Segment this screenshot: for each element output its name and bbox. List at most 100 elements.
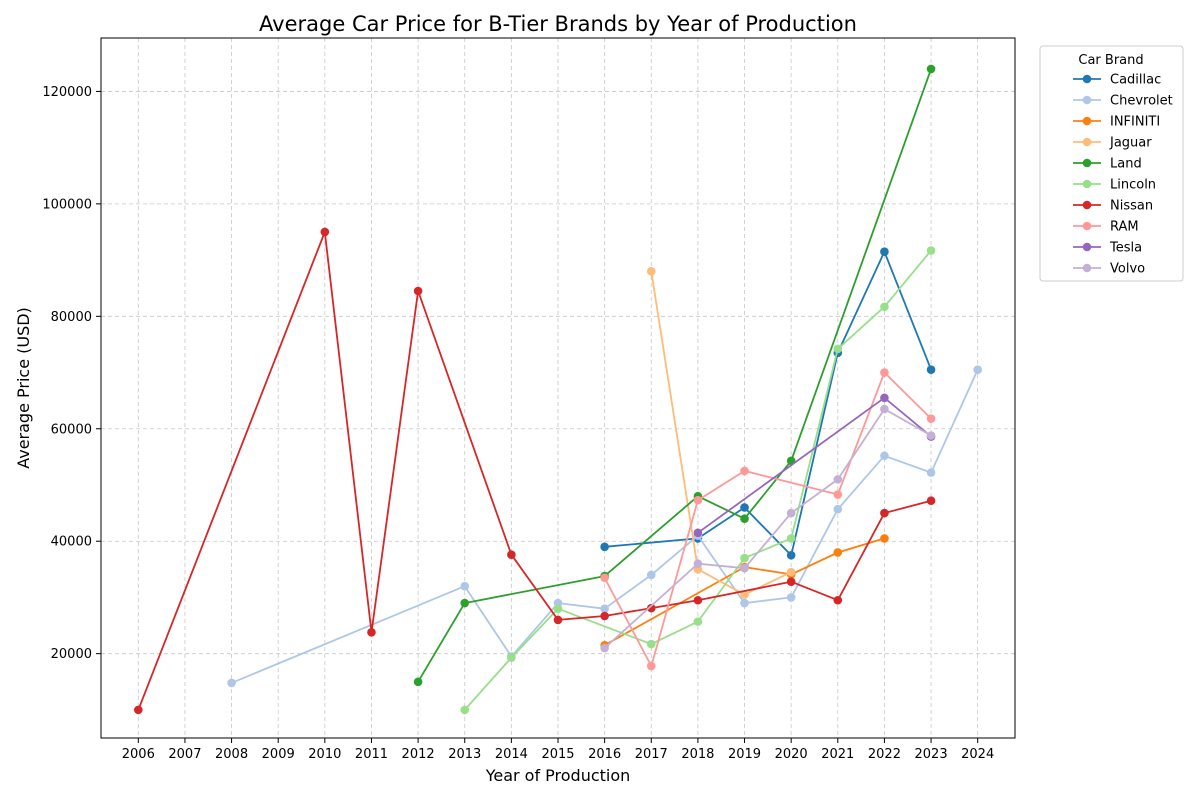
legend-label: INFINITI — [1110, 115, 1160, 130]
x-tick-label: 2007 — [168, 747, 201, 762]
data-point — [646, 661, 656, 671]
series-ram — [600, 368, 936, 671]
data-point — [693, 559, 703, 569]
legend-marker — [1082, 158, 1092, 168]
data-point — [926, 365, 936, 375]
x-tick-label: 2023 — [915, 747, 948, 762]
data-point — [507, 550, 516, 560]
data-point — [786, 577, 796, 586]
data-point — [926, 496, 936, 506]
series-volvo — [600, 404, 936, 653]
legend-item: Tesla — [1073, 241, 1142, 256]
x-axis-label: Year of Production — [485, 766, 631, 785]
data-point — [880, 393, 889, 403]
data-point — [926, 246, 936, 255]
x-tick-label: 2013 — [448, 747, 481, 762]
data-point — [646, 267, 656, 276]
legend-marker — [1082, 242, 1092, 252]
legend-marker — [1082, 221, 1092, 231]
legend-item: Land — [1073, 157, 1142, 172]
x-tick-label: 2019 — [728, 747, 761, 762]
data-point — [460, 581, 470, 591]
data-point — [600, 604, 609, 613]
data-point — [134, 705, 143, 715]
data-point — [693, 617, 703, 626]
data-point — [740, 590, 749, 599]
y-tick-label: 80000 — [51, 310, 92, 325]
x-tick-label: 2006 — [122, 747, 155, 762]
data-point — [600, 611, 609, 621]
data-point — [693, 528, 703, 538]
data-point — [880, 451, 889, 461]
data-point — [833, 504, 843, 514]
ticks-layer: 2006 2007 2008 2009 2010 2011 2012 2013 2014 2015… — [42, 85, 994, 762]
data-point — [600, 573, 609, 583]
legend-marker — [1082, 137, 1092, 147]
x-tick-label: 2014 — [495, 747, 528, 762]
x-tick-label: 2018 — [681, 747, 714, 762]
legend-marker — [1082, 116, 1092, 126]
data-point — [880, 247, 889, 256]
data-point — [833, 595, 843, 605]
data-point — [693, 495, 703, 505]
data-point — [973, 365, 982, 375]
legend-item: INFINITI — [1073, 115, 1160, 130]
data-point — [646, 639, 656, 649]
x-tick-label: 2012 — [402, 747, 435, 762]
x-tick-label: 2009 — [262, 747, 295, 762]
data-point — [833, 475, 843, 484]
data-point — [600, 643, 609, 653]
legend-label: Volvo — [1110, 262, 1145, 277]
data-point — [507, 653, 516, 662]
series-tesla — [693, 393, 936, 538]
data-point — [833, 548, 843, 557]
legend-label: Nissan — [1110, 199, 1153, 214]
data-point — [600, 542, 609, 552]
data-point — [786, 534, 796, 543]
data-point — [786, 508, 796, 518]
y-tick-label: 120000 — [42, 85, 92, 100]
data-point — [833, 344, 843, 354]
x-tick-label: 2024 — [961, 747, 994, 762]
data-point — [413, 677, 423, 687]
data-point — [740, 503, 749, 512]
x-tick-label: 2015 — [541, 747, 574, 762]
data-point — [553, 615, 563, 625]
x-tick-label: 2020 — [775, 747, 808, 762]
legend-label: Jaguar — [1109, 136, 1152, 151]
data-point — [880, 368, 889, 377]
x-tick-label: 2008 — [215, 747, 248, 762]
data-point — [227, 678, 236, 688]
y-tick-label: 40000 — [51, 535, 92, 550]
data-point — [880, 534, 889, 543]
data-point — [320, 227, 330, 237]
legend: Car Brand Cadillac Chevrolet INFINITI Jagua… — [1039, 45, 1184, 282]
data-point — [740, 466, 749, 476]
data-point — [413, 286, 423, 296]
legend-label: Land — [1110, 157, 1142, 172]
x-tick-label: 2021 — [821, 747, 854, 762]
legend-label: Chevrolet — [1110, 94, 1173, 109]
data-point — [786, 550, 796, 560]
legend-item: Nissan — [1073, 199, 1153, 214]
x-tick-label: 2010 — [308, 747, 341, 762]
data-point — [646, 603, 656, 613]
legend-title: Car Brand — [1078, 53, 1143, 68]
series-line — [650, 271, 792, 596]
series-layer — [134, 64, 982, 715]
data-point — [880, 302, 889, 312]
x-tick-label: 2017 — [635, 747, 668, 762]
series-line — [417, 68, 932, 683]
legend-marker — [1082, 263, 1092, 273]
legend-item: Lincoln — [1073, 178, 1156, 193]
legend-label: Lincoln — [1110, 178, 1156, 193]
data-point — [786, 567, 796, 577]
legend-marker — [1082, 74, 1092, 84]
data-point — [880, 508, 889, 518]
series-jaguar — [646, 267, 796, 599]
chart-title: Average Car Price for B-Tier Brands by Y… — [259, 12, 857, 36]
legend-label: Cadillac — [1110, 73, 1161, 88]
series-line — [137, 231, 932, 711]
